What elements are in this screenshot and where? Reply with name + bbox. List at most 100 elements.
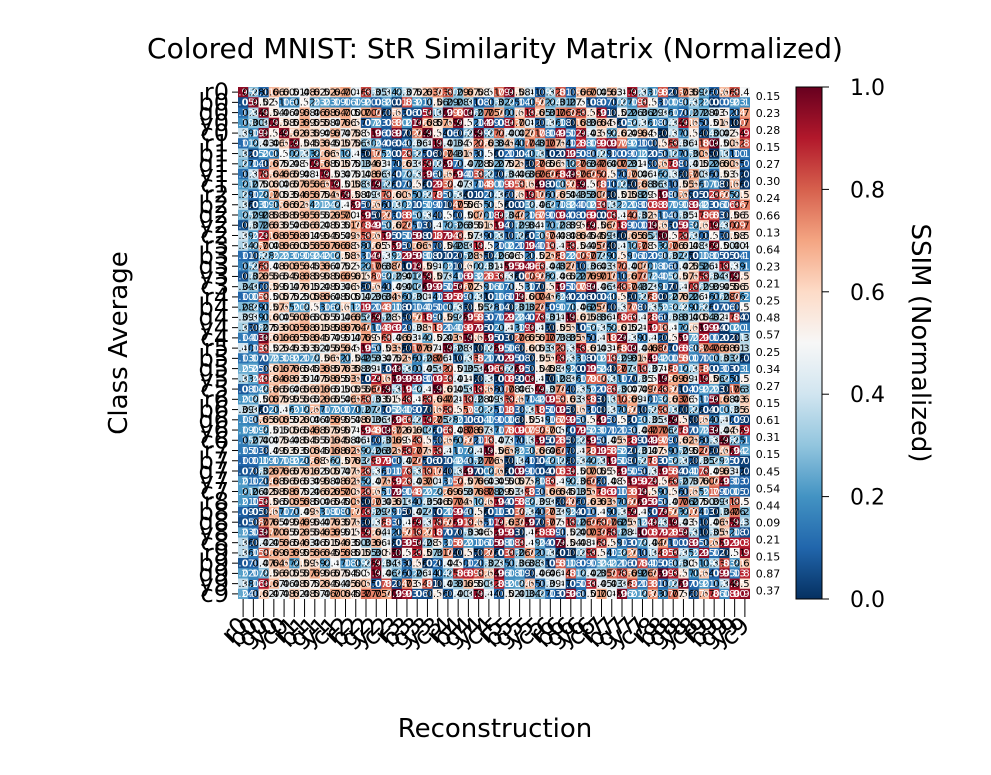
heatmap-cell [473, 476, 485, 487]
cell-value-label: 0.90 [590, 139, 612, 150]
cell-value-label: 0.95 [498, 87, 520, 98]
heatmap-cell [647, 261, 659, 272]
heatmap-cell [719, 158, 730, 170]
heatmap-cell [709, 558, 720, 569]
heatmap-cell [350, 394, 362, 405]
cell-value-label: 0.73 [427, 87, 449, 98]
heatmap-cell [627, 87, 638, 98]
heatmap-cell [309, 455, 321, 467]
heatmap-cell [514, 240, 526, 252]
heatmap-cell [278, 404, 290, 415]
cell-value-label: 0.19 [734, 98, 756, 109]
heatmap-cell [596, 322, 607, 334]
heatmap-cell [555, 558, 566, 569]
heatmap-cell [371, 414, 382, 426]
cell-value-label: 0.46 [304, 108, 326, 119]
heatmap-cell [422, 445, 433, 456]
heatmap-cell [565, 261, 577, 272]
heatmap-cell [371, 250, 382, 262]
heatmap-cell [668, 97, 679, 108]
heatmap-cell [668, 291, 679, 303]
heatmap-cell [698, 578, 710, 590]
heatmap-cell [442, 506, 454, 518]
heatmap-cell [401, 353, 413, 364]
heatmap-cell [586, 240, 597, 252]
heatmap-cell [289, 527, 300, 538]
heatmap-cell [248, 343, 259, 354]
heatmap-cell [422, 107, 433, 119]
heatmap-cell [268, 588, 280, 599]
heatmap-cell [545, 148, 556, 159]
heatmap-cell [319, 588, 331, 599]
heatmap-cell [299, 578, 310, 590]
heatmap-cell [309, 127, 321, 139]
heatmap-cell [698, 148, 710, 159]
heatmap-cell [668, 107, 679, 119]
heatmap-cell [432, 138, 444, 149]
heatmap-cell [586, 578, 597, 590]
cell-value-label: 0.46 [263, 139, 285, 150]
heatmap-cell [278, 230, 290, 241]
heatmap-cell [330, 373, 341, 385]
cell-value-label: 0.62 [283, 128, 305, 139]
heatmap-cell [688, 250, 700, 262]
heatmap-cell [637, 332, 648, 344]
heatmap-cell [319, 291, 331, 303]
heatmap-cell [371, 209, 382, 221]
heatmap-cell [289, 240, 300, 252]
heatmap-cell [278, 148, 290, 159]
heatmap-cell [442, 404, 454, 415]
heatmap-cell [514, 148, 526, 159]
heatmap-cell [637, 148, 648, 159]
heatmap-cell [432, 404, 444, 415]
heatmap-cell [268, 97, 280, 108]
cell-value-label: 0.20 [375, 98, 397, 109]
heatmap-cell [586, 220, 597, 231]
heatmap-cell [319, 117, 331, 129]
heatmap-cell [248, 455, 259, 467]
cell-value-label: 0.63 [416, 87, 438, 98]
heatmap-cell [668, 414, 679, 426]
heatmap-cell [258, 117, 270, 129]
heatmap-cell [627, 312, 638, 323]
cell-value-label: 0.59 [590, 128, 612, 139]
heatmap-cell [719, 117, 730, 129]
heatmap-cell [422, 271, 433, 282]
heatmap-cell [657, 445, 669, 456]
cell-value-label: 0.63 [365, 159, 387, 170]
heatmap-cell [319, 394, 331, 405]
heatmap-cell [483, 353, 495, 364]
heatmap-cell [268, 312, 280, 323]
heatmap-cell [627, 547, 638, 559]
heatmap-cell [637, 435, 648, 446]
cell-value-label: 0.19 [580, 139, 602, 150]
heatmap-cell [483, 158, 495, 170]
heatmap-cell [248, 261, 259, 272]
heatmap-cell [442, 220, 454, 231]
heatmap-cell [483, 220, 495, 231]
cell-value-label: 0.52 [273, 159, 295, 170]
heatmap-cell [575, 312, 587, 323]
heatmap-cell [350, 558, 362, 569]
cell-value-label: 0.95 [273, 128, 295, 139]
heatmap-cell [248, 537, 259, 549]
heatmap-cell [698, 127, 710, 139]
heatmap-cell [545, 343, 556, 354]
heatmap-cell [678, 424, 689, 436]
heatmap-cell [514, 199, 526, 211]
heatmap-cell [494, 127, 505, 139]
cell-value-label: 0.58 [273, 118, 295, 129]
heatmap-cell [565, 383, 577, 395]
heatmap-cell [719, 87, 730, 98]
heatmap-cell [739, 158, 750, 170]
heatmap-cell [238, 435, 249, 446]
cell-value-label: 0.32 [232, 149, 254, 160]
heatmap-cell [565, 302, 577, 313]
cell-value-label: 0.20 [252, 149, 274, 160]
heatmap-cell [565, 209, 577, 221]
heatmap-cell [340, 168, 351, 180]
heatmap-cell [258, 291, 270, 303]
heatmap-cell [586, 537, 597, 549]
heatmap-cell [463, 209, 474, 221]
heatmap-cell [453, 312, 464, 323]
